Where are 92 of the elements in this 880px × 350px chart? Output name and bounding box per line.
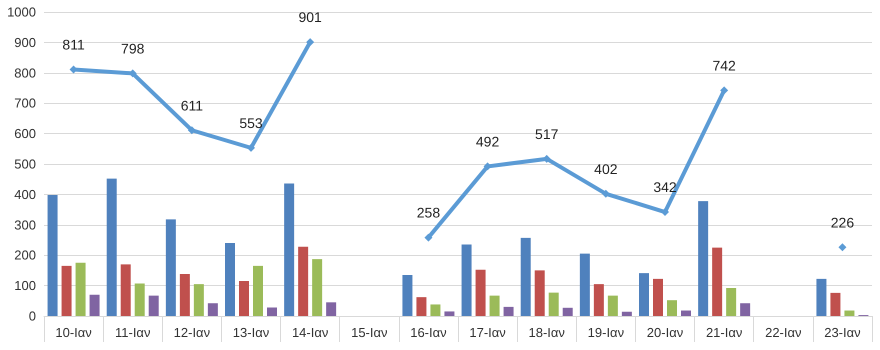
x-tick-label: 14-Ιαν [292,325,328,340]
bar [76,262,86,316]
y-tick-label: 300 [14,217,36,232]
x-tick-label: 13-Ιαν [232,325,270,340]
y-tick-label: 400 [14,186,36,202]
point [188,126,196,134]
data-label: 402 [594,160,618,177]
data-label: 342 [653,179,677,196]
data-label: 258 [416,204,440,221]
bar [225,243,235,316]
bar [740,303,750,316]
data-label: 798 [121,40,145,56]
x-tick-label: 20-Ιαν [646,325,684,340]
y-tick-label: 200 [14,248,36,263]
x-tick-label: 16-Ιαν [410,325,447,340]
bar [267,307,277,316]
x-tick-label: 18-Ιαν [528,325,565,340]
data-label: 901 [298,9,322,26]
y-tick-label: 600 [14,126,36,142]
bar [194,284,204,316]
bar [681,310,691,316]
y-tick-label: 100 [14,278,36,294]
point [424,234,432,242]
point [602,190,610,198]
bar [698,201,708,316]
bar [48,195,58,316]
x-tick-label: 19-Ιαν [588,325,624,340]
bar [548,292,559,316]
bar [639,273,649,316]
data-label: 492 [476,133,500,150]
point [720,86,728,94]
bar [326,302,336,316]
bar [416,297,426,316]
bar [562,308,573,316]
bar [208,303,218,316]
bar [816,278,826,316]
bar [580,254,590,316]
bar [462,244,472,316]
x-tick-label: 22-Ιαν [765,325,802,340]
bar [90,294,100,316]
bar [594,284,604,316]
data-label: 742 [712,57,736,74]
bar [312,259,322,316]
bar [253,266,263,316]
bar [430,304,440,316]
x-tick-label: 10-Ιαν [55,325,92,340]
point [247,144,255,152]
bar [106,178,117,316]
point [306,38,314,46]
bar [726,288,736,316]
x-tick-label: 17-Ιαν [469,325,506,340]
bar [476,270,486,316]
bar [148,296,159,316]
bar [298,246,308,316]
point [838,243,846,252]
bar [712,248,722,316]
bar [622,312,632,316]
y-tick-label: 500 [14,156,36,172]
bar [166,219,176,316]
bar [830,292,840,316]
x-tick-label: 15-Ιαν [351,325,388,340]
bar [180,274,190,316]
bar [134,283,145,316]
bar [62,266,72,316]
bar [402,274,412,316]
y-tick-label: 0 [28,308,36,324]
bar [284,183,294,316]
bar [239,281,249,316]
bar [667,300,677,316]
bar [534,270,545,316]
y-tick-label: 1000 [7,4,36,20]
data-label: 226 [830,214,854,230]
data-label: 517 [535,126,559,142]
data-label: 611 [180,97,204,114]
y-tick-label: 900 [14,34,36,50]
bar [504,306,514,316]
y-tick-label: 700 [14,96,36,111]
point [661,208,669,216]
bar [608,296,618,316]
y-tick-label: 800 [14,65,36,80]
x-tick-label: 21-Ιαν [706,325,742,340]
bar [490,296,500,316]
bar [520,238,531,316]
data-label: 811 [62,36,85,52]
bar [444,311,454,316]
x-tick-label: 23-Ιαν [824,325,861,340]
data-label: 553 [239,114,263,131]
x-tick-label: 11-Ιαν [114,325,150,340]
x-tick-label: 12-Ιαν [174,325,210,340]
bar [844,310,854,316]
bar [653,278,663,316]
bar [120,264,131,316]
